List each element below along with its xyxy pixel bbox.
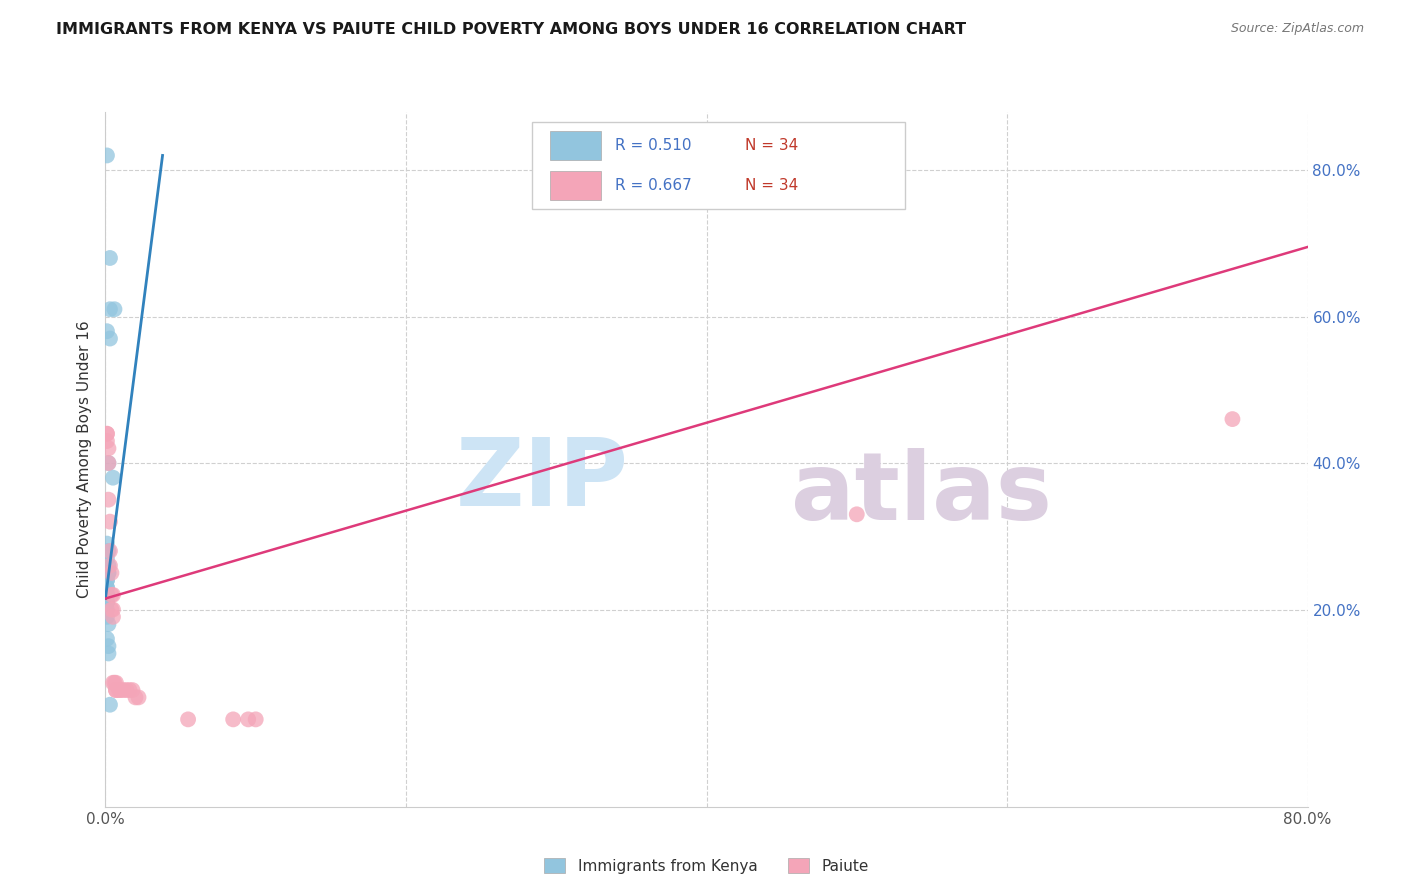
- Point: [104, 683, 127, 698]
- Point: [97, 442, 120, 456]
- Point: [128, 690, 150, 705]
- Point: [110, 683, 132, 698]
- Point: [238, 712, 260, 726]
- Point: [96, 148, 118, 162]
- Text: IMMIGRANTS FROM KENYA VS PAIUTE CHILD POVERTY AMONG BOYS UNDER 16 CORRELATION CH: IMMIGRANTS FROM KENYA VS PAIUTE CHILD PO…: [56, 22, 966, 37]
- Point: [96, 324, 118, 338]
- Point: [101, 602, 124, 616]
- Text: Source: ZipAtlas.com: Source: ZipAtlas.com: [1230, 22, 1364, 36]
- Point: [96, 426, 118, 441]
- Point: [108, 683, 131, 698]
- Point: [98, 251, 121, 265]
- Point: [96, 434, 118, 448]
- Text: atlas: atlas: [790, 448, 1052, 541]
- Point: [97, 456, 120, 470]
- Text: ZIP: ZIP: [456, 434, 628, 526]
- Point: [97, 544, 120, 558]
- Point: [121, 683, 143, 698]
- Point: [101, 588, 124, 602]
- Point: [245, 712, 267, 726]
- Point: [100, 602, 122, 616]
- Bar: [550, 170, 600, 200]
- Point: [103, 302, 125, 317]
- Point: [101, 471, 124, 485]
- Point: [98, 698, 121, 712]
- Point: [96, 595, 118, 609]
- Point: [177, 712, 200, 726]
- Point: [222, 712, 245, 726]
- Text: N = 34: N = 34: [745, 138, 799, 153]
- Point: [100, 566, 122, 580]
- Point: [96, 588, 118, 602]
- Point: [97, 566, 120, 580]
- Point: [97, 566, 120, 580]
- Point: [96, 551, 118, 566]
- Point: [98, 544, 121, 558]
- Point: [115, 683, 138, 698]
- Point: [96, 588, 118, 602]
- Point: [96, 581, 118, 595]
- Point: [104, 683, 127, 698]
- Point: [97, 617, 120, 632]
- Point: [845, 508, 868, 522]
- Point: [97, 492, 120, 507]
- Text: R = 0.667: R = 0.667: [616, 178, 692, 193]
- Point: [96, 595, 118, 609]
- Point: [98, 332, 121, 346]
- Point: [96, 588, 118, 602]
- Point: [118, 683, 141, 698]
- Point: [1222, 412, 1244, 426]
- Point: [101, 675, 124, 690]
- Point: [97, 647, 120, 661]
- FancyBboxPatch shape: [533, 122, 905, 209]
- Point: [101, 610, 124, 624]
- Point: [96, 426, 118, 441]
- Legend: Immigrants from Kenya, Paiute: Immigrants from Kenya, Paiute: [538, 852, 875, 880]
- Text: N = 34: N = 34: [745, 178, 799, 193]
- Point: [98, 558, 121, 573]
- Point: [100, 588, 122, 602]
- Point: [96, 632, 118, 646]
- Point: [97, 456, 120, 470]
- Point: [96, 595, 118, 609]
- Point: [97, 558, 120, 573]
- Point: [103, 675, 125, 690]
- Y-axis label: Child Poverty Among Boys Under 16: Child Poverty Among Boys Under 16: [77, 320, 93, 599]
- Point: [96, 588, 118, 602]
- Point: [96, 610, 118, 624]
- Point: [96, 573, 118, 587]
- Point: [96, 581, 118, 595]
- Point: [96, 588, 118, 602]
- Text: R = 0.510: R = 0.510: [616, 138, 692, 153]
- Point: [97, 639, 120, 653]
- Point: [124, 690, 146, 705]
- Point: [96, 536, 118, 550]
- Point: [104, 675, 127, 690]
- Point: [96, 588, 118, 602]
- Point: [98, 302, 121, 317]
- Point: [96, 602, 118, 616]
- Point: [112, 683, 135, 698]
- Point: [98, 515, 121, 529]
- Bar: [550, 131, 600, 160]
- Point: [96, 573, 118, 587]
